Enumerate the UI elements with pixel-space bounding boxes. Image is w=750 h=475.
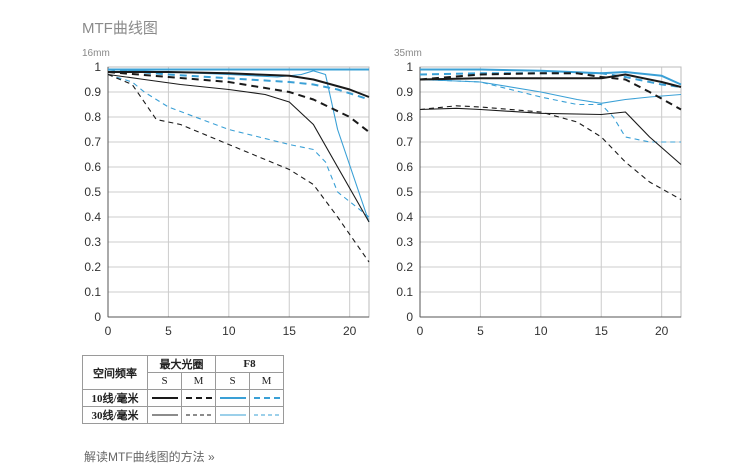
legend-group-f8: F8 <box>215 355 284 373</box>
legend-row-header: 空间频率 <box>82 355 148 390</box>
y-tick-label: 0 <box>406 310 413 324</box>
mtf-chart-35mm: 35mm 0 0.1 0.2 0.3 0.4 0.5 0.6 0.7 0.8 0.9 1 0 5 10 15 2… <box>390 46 690 351</box>
y-tick-label: 0.5 <box>396 185 413 199</box>
y-tick-label: 0.2 <box>396 260 413 274</box>
x-tick-label: 20 <box>655 324 669 338</box>
y-tick-label: 0.1 <box>84 285 101 299</box>
x-tick-label: 5 <box>165 324 172 338</box>
legend-col-m: M <box>181 372 216 390</box>
series-line-max_aperture-30-M <box>107 73 370 263</box>
y-tick-label: 0.7 <box>396 135 413 149</box>
series-line-max_aperture-30-M <box>419 105 682 200</box>
series-line-f8-30-S <box>419 78 682 104</box>
legend-swatch-f8-30-s <box>215 406 250 424</box>
y-tick-label: 0.8 <box>84 110 101 124</box>
legend-swatch-f8-30-m <box>249 406 284 424</box>
chart-title: 16mm <box>82 48 110 59</box>
legend-row-30: 30线/毫米 <box>82 406 148 424</box>
legend-row-10: 10线/毫米 <box>82 389 148 407</box>
legend-swatch-max-10-m <box>181 389 216 407</box>
y-tick-label: 0.5 <box>84 185 101 199</box>
y-tick-label: 0.2 <box>84 260 101 274</box>
series-line-f8-30-M <box>107 73 370 218</box>
series-line-max_aperture-30-S <box>107 73 370 223</box>
legend-swatch-max-30-s <box>147 406 182 424</box>
page-title: MTF曲线图 <box>82 20 158 37</box>
mtf-chart-16mm: 16mm 0 0.1 0.2 0.3 0.4 0.5 0.6 0.7 0.8 0.9 1 0 5 10 15 2… <box>78 46 378 351</box>
y-tick-label: 0.8 <box>396 110 413 124</box>
x-tick-label: 15 <box>595 324 609 338</box>
x-tick-label: 15 <box>283 324 297 338</box>
legend-col-m: M <box>249 372 284 390</box>
x-tick-label: 0 <box>105 324 112 338</box>
y-tick-label: 0.9 <box>84 85 101 99</box>
legend-swatch-max-10-s <box>147 389 182 407</box>
y-tick-label: 0.1 <box>396 285 413 299</box>
y-tick-label: 1 <box>406 60 413 74</box>
series-line-max_aperture-10-M <box>419 72 682 111</box>
y-tick-label: 0.6 <box>396 160 413 174</box>
mtf-help-link[interactable]: 解读MTF曲线图的方法 » <box>84 450 215 464</box>
x-tick-label: 10 <box>222 324 236 338</box>
legend-table: 空间频率 最大光圈 F8 S M S M 10线/毫米 30线/毫米 <box>82 355 284 424</box>
legend-col-s: S <box>215 372 250 390</box>
chart-title: 35mm <box>394 48 422 59</box>
y-tick-label: 0.4 <box>84 210 101 224</box>
series-line-max_aperture-10-S <box>419 73 682 88</box>
x-tick-label: 20 <box>343 324 357 338</box>
legend-swatch-f8-10-m <box>249 389 284 407</box>
y-tick-label: 0.4 <box>396 210 413 224</box>
series-line-max_aperture-10-S <box>108 71 370 98</box>
x-tick-label: 0 <box>417 324 424 338</box>
legend-group-max-aperture: 最大光圈 <box>147 355 216 373</box>
y-tick-label: 0.3 <box>396 235 413 249</box>
x-tick-label: 5 <box>477 324 484 338</box>
y-tick-label: 0.7 <box>84 135 101 149</box>
x-tick-label: 10 <box>534 324 548 338</box>
series-line-max_aperture-10-M <box>107 71 370 133</box>
y-tick-label: 0 <box>94 310 101 324</box>
legend-swatch-max-30-m <box>181 406 216 424</box>
legend-swatch-f8-10-s <box>215 389 250 407</box>
y-tick-label: 0.6 <box>84 160 101 174</box>
y-tick-label: 0.3 <box>84 235 101 249</box>
series-line-f8-10-M <box>419 72 682 88</box>
series-line-f8-10-M <box>107 68 370 101</box>
y-tick-label: 1 <box>94 60 101 74</box>
series-line-max_aperture-30-S <box>419 107 682 165</box>
legend-col-s: S <box>147 372 182 390</box>
series-line-f8-30-M <box>419 78 681 143</box>
y-tick-label: 0.9 <box>396 85 413 99</box>
